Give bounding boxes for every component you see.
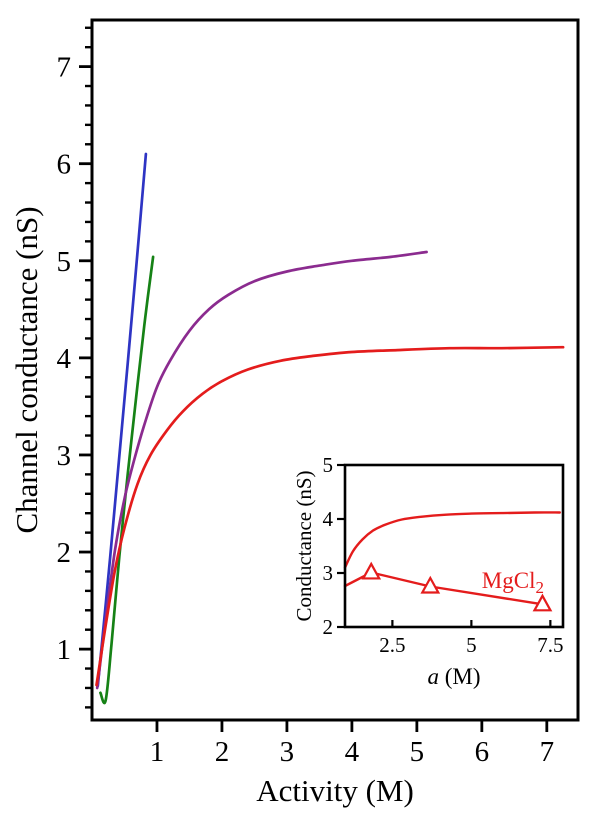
- inset-x-tick-label: 2.5: [379, 633, 405, 657]
- main-y-tick-label: 7: [57, 52, 72, 84]
- triangle-marker: [532, 593, 553, 612]
- main-plot: 1 2 3 4 5 6 7 1 2 3 4 5 6 7 Activity (M) Channel conduc…: [9, 18, 580, 808]
- inset-y-tick-label: 4: [323, 507, 334, 531]
- inset-y-tick-label: 5: [323, 453, 334, 477]
- main-series-purple-curve: [95, 250, 428, 690]
- inset-series-red-smooth-inset: [343, 511, 561, 569]
- main-series-blue-line: [96, 152, 148, 688]
- main-series-green-line: [99, 255, 155, 705]
- inset-x-tick-label: 5: [466, 633, 477, 657]
- main-x-tick-label: 7: [540, 736, 555, 768]
- mgcl2-annotation: MgCl2: [482, 568, 544, 597]
- triangle-marker: [420, 575, 441, 594]
- main-ylabel: Channel conductance (nS): [9, 206, 44, 533]
- main-y-tick-label: 5: [57, 246, 72, 278]
- main-x-tick-label: 5: [410, 736, 425, 768]
- main-y-tick-label: 1: [57, 634, 72, 666]
- inset-background: [343, 463, 565, 629]
- main-y-tick-label: 2: [57, 537, 72, 569]
- inset-ylabel: Conductance (nS): [292, 470, 316, 621]
- inset-x-tick-label: 7.5: [537, 633, 563, 657]
- main-y-tick-label: 4: [57, 343, 72, 375]
- main-x-tick-label: 1: [150, 736, 165, 768]
- main-y-tick-label: 3: [57, 440, 72, 472]
- main-x-tick-label: 6: [475, 736, 490, 768]
- inset-y-tick-label: 3: [323, 561, 334, 585]
- main-plot-box: [90, 18, 580, 722]
- inset-y-tick-label: 2: [323, 615, 334, 639]
- inset-plot-box: [343, 463, 565, 629]
- inset-plot: 2 3 4 5 2.5 5 7.5 a (M) Conductance (nS) MgCl2: [292, 453, 565, 689]
- main-x-tick-label: 2: [215, 736, 230, 768]
- main-x-tick-label: 3: [280, 736, 295, 768]
- main-x-tick-label: 4: [345, 736, 360, 768]
- inset-series-mgcl2-markers: [343, 571, 544, 606]
- main-series-red-curve: [95, 345, 565, 687]
- triangle-marker: [361, 561, 382, 580]
- inset-xlabel: a (M): [427, 664, 480, 689]
- main-y-tick-label: 6: [57, 149, 72, 181]
- main-xlabel: Activity (M): [256, 773, 414, 808]
